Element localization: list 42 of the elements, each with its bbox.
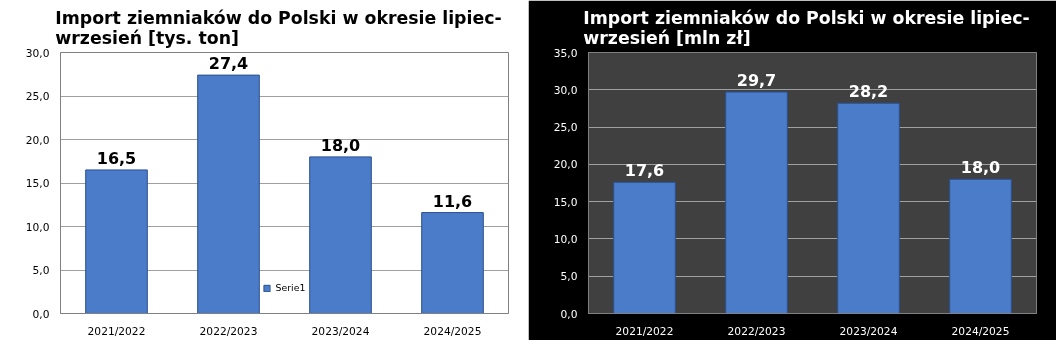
text: 28,2 bbox=[848, 82, 889, 102]
x-tick-label: 2022/2023 bbox=[199, 324, 258, 338]
y-tick-label: 20,0 bbox=[25, 133, 50, 147]
y-tick-label: 10,0 bbox=[25, 220, 50, 234]
bar bbox=[949, 178, 1012, 314]
bar bbox=[421, 212, 484, 314]
x-tick-label: 2023/2024 bbox=[839, 324, 898, 338]
bar bbox=[85, 169, 148, 314]
text: 29,7 bbox=[736, 71, 777, 91]
chart-title: Import ziemniaków do Polski w okresie lipiec- wrzesień [mln zł] bbox=[583, 7, 1030, 48]
y-tick-label: 10,0 bbox=[553, 232, 578, 246]
bar bbox=[197, 74, 260, 314]
x-tick-label: 2023/2024 bbox=[311, 324, 370, 338]
y-tick-label: 5,0 bbox=[32, 264, 50, 277]
legend-label: Serie1 bbox=[275, 282, 306, 293]
bar bbox=[725, 91, 788, 314]
y-tick-label: 15,0 bbox=[553, 195, 578, 209]
text: 11,6 bbox=[432, 191, 473, 211]
y-tick-label: 30,0 bbox=[553, 83, 578, 97]
y-tick-label: 25,0 bbox=[553, 121, 578, 135]
bar bbox=[613, 181, 676, 314]
x-tick-label: 2021/2022 bbox=[87, 324, 146, 338]
text: 17,6 bbox=[624, 161, 665, 181]
text: 18,0 bbox=[320, 135, 361, 155]
y-tick-label: 0,0 bbox=[32, 307, 50, 321]
text: 18,0 bbox=[960, 158, 1001, 178]
text: 16,5 bbox=[96, 148, 137, 168]
y-tick-label: 0,0 bbox=[560, 307, 578, 321]
y-tick-label: 5,0 bbox=[560, 270, 578, 284]
y-tick-label: 35,0 bbox=[553, 46, 578, 60]
x-tick-label: 2022/2023 bbox=[727, 324, 786, 338]
bar bbox=[837, 102, 900, 314]
y-tick-label: 25,0 bbox=[25, 90, 50, 103]
x-tick-label: 2024/2025 bbox=[423, 324, 482, 338]
text: 27,4 bbox=[208, 54, 249, 74]
x-tick-label: 2021/2022 bbox=[615, 324, 674, 338]
y-tick-label: 20,0 bbox=[553, 158, 578, 172]
x-tick-label: 2024/2025 bbox=[951, 324, 1010, 338]
y-tick-label: 15,0 bbox=[25, 177, 50, 190]
chart-title: Import ziemniaków do Polski w okresie lipiec- wrzesień [tys. ton] bbox=[55, 7, 502, 48]
bar bbox=[309, 156, 372, 314]
y-tick-label: 30,0 bbox=[25, 46, 50, 60]
